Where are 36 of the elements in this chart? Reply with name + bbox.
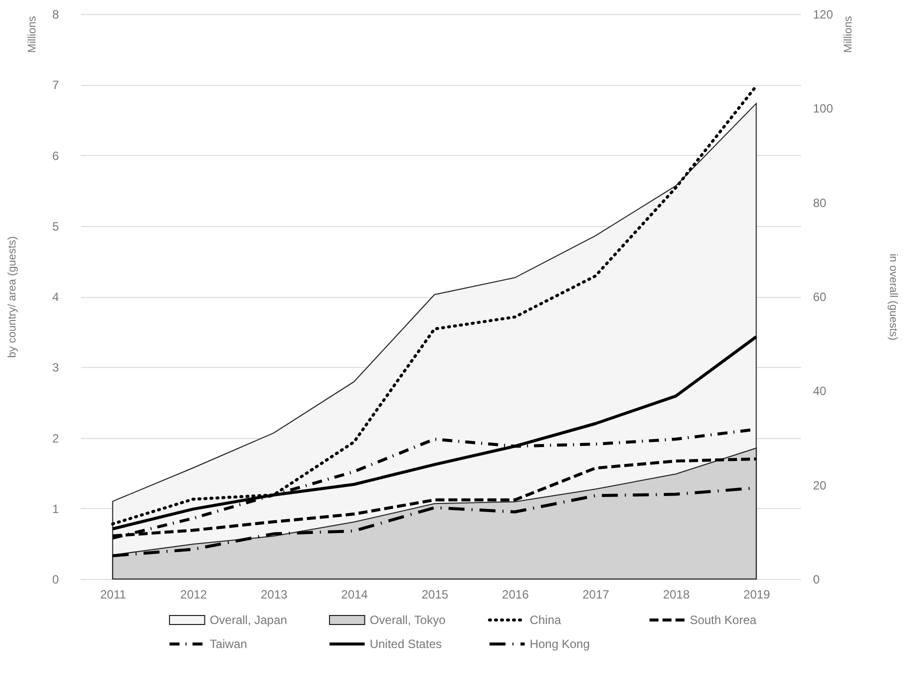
y2-tick-label: 0: [812, 572, 820, 586]
x-tick-label: 2014: [341, 588, 368, 602]
y-tick-label: 4: [52, 290, 60, 304]
y2-axis-title: in overall (guests): [887, 254, 900, 340]
legend-label: Taiwan: [210, 637, 248, 651]
y2-tick-label: 20: [812, 478, 827, 492]
legend-label: South Korea: [690, 613, 757, 627]
x-tick-label: 2013: [260, 588, 288, 602]
y-tick-label: 7: [52, 78, 60, 92]
legend-label: United States: [370, 637, 442, 651]
legend-label: Overall, Tokyo: [370, 613, 446, 627]
x-tick-label: 2012: [180, 588, 208, 602]
x-tick-label: 2019: [743, 588, 770, 602]
x-tick-label: 2017: [582, 588, 610, 602]
y-tick-label: 2: [52, 431, 60, 446]
y2-tick-label: 80: [812, 196, 827, 210]
y2-tick-label: 40: [812, 384, 827, 398]
y-tick-label: 1: [52, 502, 60, 516]
legend-label: Overall, Japan: [210, 613, 288, 627]
y-tick-label: 8: [52, 8, 60, 22]
y-tick-label: 0: [52, 572, 60, 586]
y2-tick-label: 100: [812, 102, 834, 116]
y-tick-label: 5: [52, 219, 60, 234]
y-tick-label: 3: [52, 360, 60, 375]
legend-label: Hong Kong: [530, 637, 590, 651]
x-tick-label: 2015: [422, 588, 449, 602]
y-axis-title: by country/ area (guests): [6, 236, 18, 358]
x-tick-label: 2016: [502, 588, 530, 602]
text: Millions: [842, 16, 854, 53]
x-tick-label: 2018: [662, 588, 690, 602]
y-tick-label: 6: [52, 148, 60, 163]
y2-tick-label: 120: [812, 8, 834, 22]
y2-tick-label: 60: [812, 290, 827, 304]
x-tick-label: 2011: [100, 588, 126, 602]
text: Millions: [26, 16, 38, 53]
legend-label: China: [530, 613, 562, 627]
